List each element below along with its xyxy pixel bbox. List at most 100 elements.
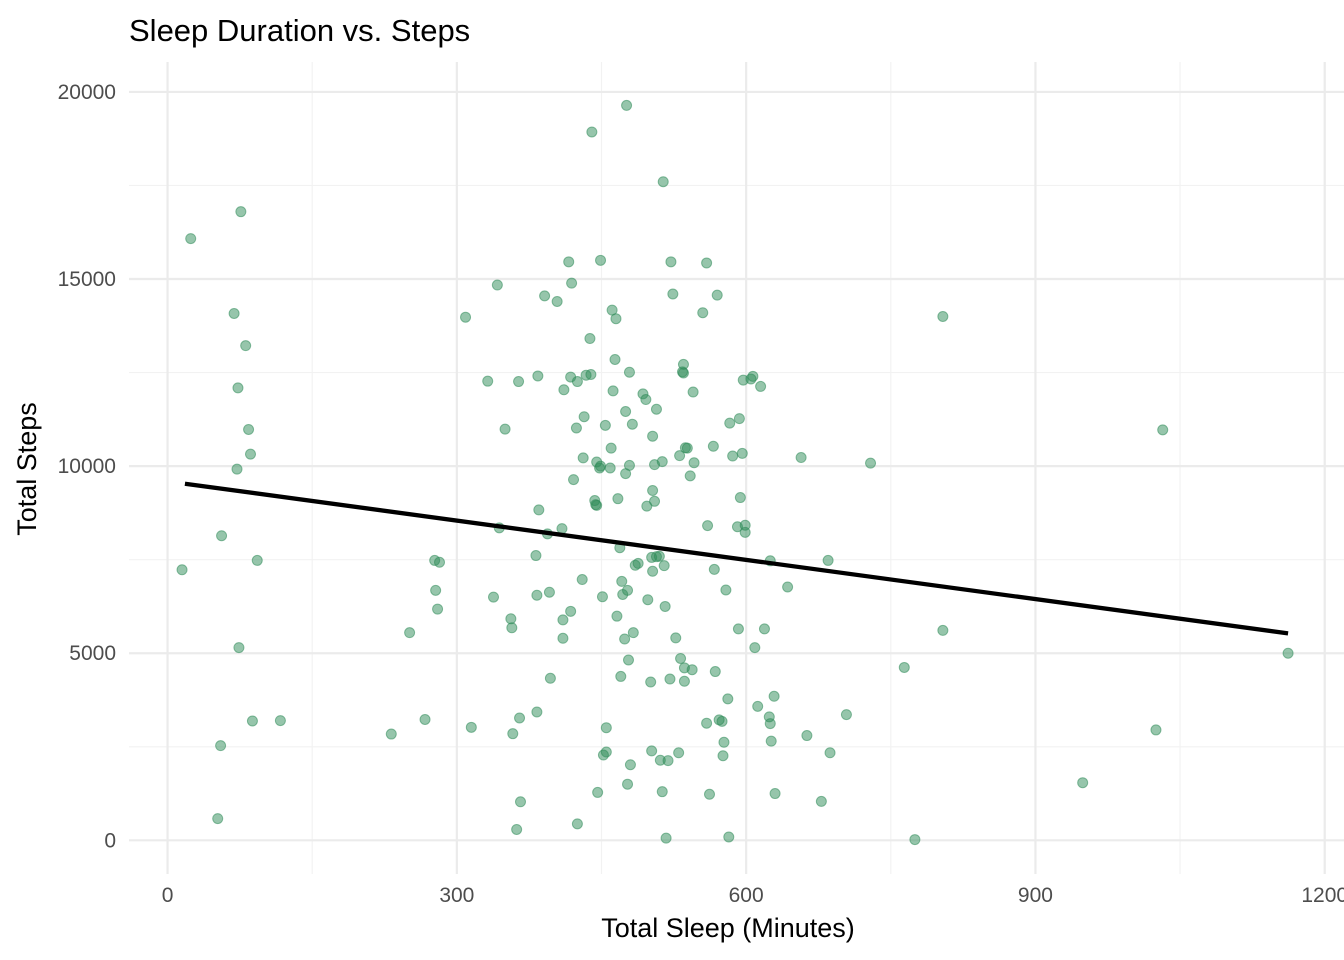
x-tick-label: 1200 — [1301, 884, 1344, 907]
data-point — [544, 672, 556, 684]
data-point — [782, 581, 794, 593]
data-point — [557, 614, 569, 626]
data-point — [465, 721, 477, 733]
data-point — [667, 288, 679, 300]
data-point — [687, 386, 699, 398]
data-point — [185, 233, 197, 245]
x-axis-title: Total Sleep (Minutes) — [601, 913, 855, 943]
data-point — [718, 736, 730, 748]
major-grid — [129, 62, 1344, 874]
data-point — [722, 693, 734, 705]
data-point — [595, 254, 607, 266]
data-point — [627, 627, 639, 639]
data-point — [658, 560, 670, 572]
data-point — [532, 370, 544, 382]
data-point — [610, 313, 622, 325]
data-point — [664, 673, 676, 685]
data-point — [577, 452, 589, 464]
data-point — [432, 603, 444, 615]
data-point — [491, 279, 503, 291]
data-point — [659, 600, 671, 612]
trend-line — [184, 481, 1289, 636]
data-point — [430, 584, 442, 596]
data-point — [558, 384, 570, 396]
data-point — [623, 654, 634, 666]
data-point — [482, 375, 494, 387]
y-tick-label: 15000 — [58, 268, 116, 291]
data-point — [764, 718, 776, 730]
data-point — [647, 484, 659, 496]
data-point — [670, 632, 682, 644]
data-point — [578, 411, 590, 423]
data-point — [632, 557, 644, 569]
data-point — [707, 440, 719, 452]
data-point — [570, 422, 582, 434]
data-point — [612, 493, 624, 505]
data-point — [649, 495, 661, 507]
data-point — [571, 818, 583, 830]
data-point — [657, 176, 669, 188]
data-point — [701, 257, 713, 269]
data-point — [1157, 424, 1169, 436]
y-tick-label: 0 — [104, 829, 116, 852]
data-point — [176, 564, 188, 576]
data-point — [727, 450, 739, 462]
y-tick-label: 20000 — [58, 81, 116, 104]
data-point — [404, 627, 416, 639]
data-point — [801, 730, 813, 742]
data-point — [937, 624, 949, 636]
data-point — [665, 256, 677, 268]
data-point — [620, 405, 632, 417]
data-point — [531, 706, 543, 718]
data-point — [626, 418, 638, 430]
data-point — [533, 504, 545, 516]
data-point — [732, 623, 744, 635]
data-point — [507, 728, 519, 740]
data-point — [212, 813, 224, 825]
data-point — [724, 417, 736, 429]
data-point — [646, 745, 658, 757]
y-axis-ticks: 0 5000 10000 15000 20000 — [58, 81, 116, 852]
data-point — [623, 366, 635, 378]
x-tick-label: 300 — [439, 884, 474, 907]
data-point — [505, 613, 517, 625]
data-point — [231, 463, 243, 475]
data-point — [233, 642, 245, 654]
data-point — [909, 834, 921, 846]
data-points — [176, 99, 1294, 846]
data-point — [647, 430, 659, 442]
x-tick-label: 600 — [729, 884, 764, 907]
data-point — [385, 728, 397, 740]
data-point — [531, 589, 543, 601]
data-point — [251, 554, 263, 566]
data-point — [596, 591, 608, 603]
data-point — [898, 661, 910, 673]
data-point — [758, 623, 770, 635]
data-point — [650, 403, 662, 415]
data-point — [739, 519, 751, 531]
data-point — [704, 788, 715, 800]
data-point — [599, 419, 611, 431]
data-point — [656, 456, 668, 468]
data-point — [514, 712, 526, 724]
data-point — [1077, 777, 1089, 789]
data-point — [749, 642, 761, 654]
x-tick-label: 0 — [162, 884, 174, 907]
y-tick-label: 10000 — [58, 455, 116, 478]
data-point — [607, 385, 619, 397]
data-point — [656, 786, 668, 798]
data-point — [551, 295, 563, 307]
data-point — [543, 586, 555, 598]
data-point — [619, 633, 631, 645]
data-point — [702, 520, 714, 532]
data-point — [515, 796, 526, 808]
data-point — [824, 747, 836, 759]
data-point — [674, 450, 686, 462]
data-point — [586, 126, 598, 138]
data-point — [711, 289, 723, 301]
data-point — [585, 368, 597, 380]
data-point — [595, 460, 607, 472]
data-point — [681, 442, 693, 454]
data-point — [216, 530, 228, 542]
